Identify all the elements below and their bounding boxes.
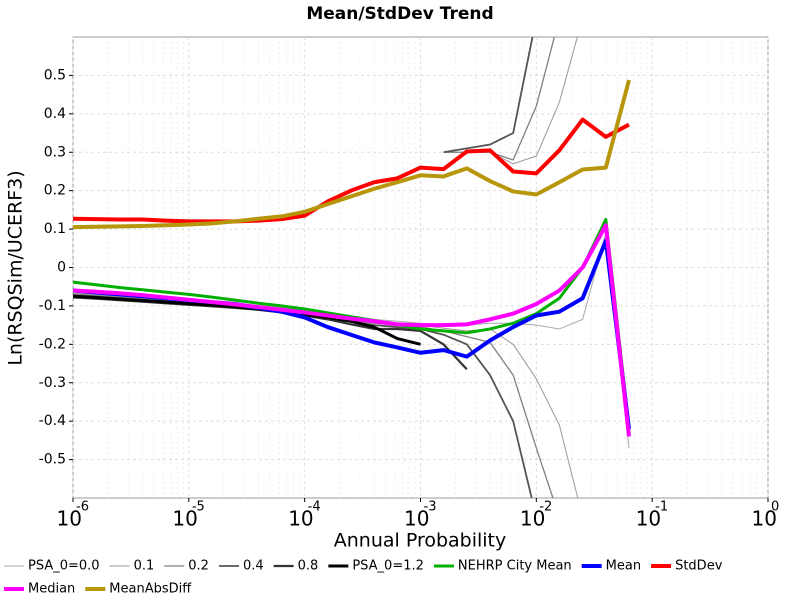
x-tick-label: 10 (636, 507, 661, 531)
grid (72, 37, 769, 498)
legend-label: MeanAbsDiff (109, 582, 192, 597)
y-tick-label: 0 (57, 260, 66, 276)
x-tick-exponent: -5 (192, 500, 205, 515)
y-tick-label: -0.5 (39, 452, 66, 468)
x-tick-label: 10 (520, 507, 545, 531)
x-tick-exponent: 0 (771, 500, 779, 515)
series-line (73, 79, 631, 230)
x-tick-label: 10 (288, 507, 313, 531)
legend-label: 0.8 (298, 559, 319, 574)
x-tick-exponent: -6 (76, 500, 89, 515)
y-axis-label: Ln(RSQSim/UCERF3) (5, 170, 27, 365)
x-tick-exponent: -3 (424, 500, 437, 515)
y-tick-label: 0.4 (44, 106, 66, 122)
x-tick-exponent: -2 (539, 500, 552, 515)
legend-label: Mean (606, 559, 641, 574)
legend-label: PSA_0=1.2 (352, 559, 424, 574)
x-tick-exponent: -4 (308, 500, 321, 515)
y-tick-label: 0.5 (44, 67, 66, 83)
x-tick-label: 10 (752, 507, 777, 531)
y-tick-label: -0.1 (39, 298, 66, 314)
x-tick-exponent: -1 (655, 500, 668, 515)
y-tick-label: -0.3 (39, 375, 66, 391)
y-tick-label: -0.4 (39, 413, 66, 429)
x-axis-label: Annual Probability (334, 530, 507, 552)
legend-label: 0.1 (134, 559, 155, 574)
series-line (73, 117, 630, 224)
legend-label: PSA_0=0.0 (28, 559, 100, 574)
plot-lines (73, 37, 631, 498)
y-tick-label: 0.1 (44, 221, 66, 237)
x-tick-label: 10 (57, 507, 82, 531)
legend-label: 0.4 (243, 559, 264, 574)
series-line (443, 37, 534, 154)
x-tick-label: 10 (172, 507, 197, 531)
x-tick-label: 10 (404, 507, 429, 531)
chart-title: Mean/StdDev Trend (306, 4, 493, 24)
legend-label: NEHRP City Mean (458, 559, 572, 574)
y-tick-label: -0.2 (39, 336, 66, 352)
legend-label: StdDev (675, 559, 723, 574)
legend-label: Median (28, 582, 75, 597)
series-line (73, 223, 631, 437)
legend-label: 0.2 (188, 559, 209, 574)
y-tick-label: 0.2 (44, 183, 66, 199)
y-tick-label: 0.3 (44, 144, 66, 160)
